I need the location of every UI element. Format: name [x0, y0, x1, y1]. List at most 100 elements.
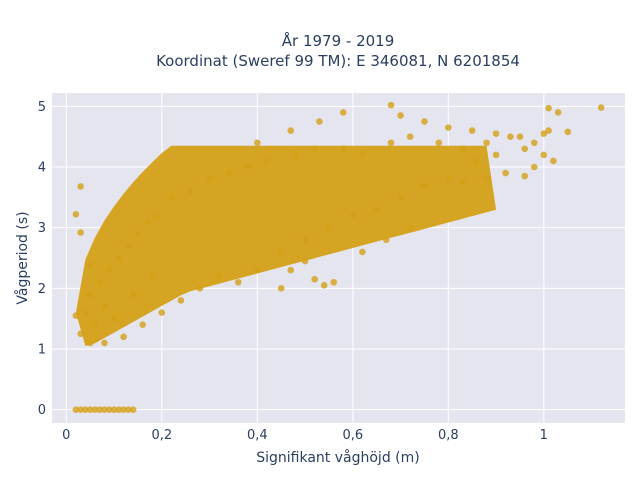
data-point [421, 118, 428, 125]
data-point [406, 133, 414, 140]
data-point [263, 157, 271, 165]
data-point [301, 257, 309, 265]
x-tick-label: 0 [62, 428, 70, 443]
data-point [459, 178, 466, 186]
data-point [86, 339, 94, 347]
data-point [359, 151, 366, 159]
data-point [101, 339, 108, 347]
data-point [292, 151, 299, 159]
data-point [115, 254, 123, 262]
x-tick-label: 0,8 [438, 428, 459, 443]
data-point [597, 104, 605, 111]
data-point [187, 187, 194, 195]
data-point [311, 275, 318, 283]
x-axis-title: Signifikant våghöjd (m) [256, 449, 419, 466]
data-point [382, 236, 390, 244]
data-point [530, 139, 538, 147]
data-point [397, 194, 404, 201]
data-point [339, 145, 347, 153]
data-point [521, 145, 529, 153]
data-point [540, 151, 548, 159]
data-point [492, 130, 500, 137]
data-point [473, 157, 481, 165]
data-point [316, 118, 323, 125]
x-tick-label: 1 [540, 428, 548, 443]
data-point [82, 309, 89, 316]
data-point [196, 285, 204, 292]
data-point [397, 112, 404, 119]
data-point [82, 406, 89, 413]
data-point [507, 133, 514, 140]
y-tick-label: 1 [38, 342, 46, 357]
data-point [406, 224, 414, 231]
tick-labels: 0 0,2 0,4 0,6 0,8 1 0 1 2 3 4 5 [38, 100, 548, 443]
data-point [287, 266, 295, 274]
data-points [72, 101, 605, 413]
data-point [158, 309, 166, 316]
data-point [301, 236, 309, 244]
data-point [91, 406, 99, 413]
data-point [215, 272, 223, 280]
x-tick-label: 0,4 [247, 428, 268, 443]
chart-title-line-2: Koordinat (Sweref 99 TM): E 346081, N 62… [156, 52, 520, 70]
data-point [144, 218, 151, 225]
data-point [468, 127, 476, 134]
data-point [110, 406, 118, 413]
data-point [206, 175, 213, 183]
y-tick-label: 3 [38, 221, 46, 236]
data-point [148, 272, 156, 280]
y-tick-label: 0 [38, 403, 46, 418]
data-point [125, 406, 132, 413]
data-point [254, 266, 261, 274]
data-point [72, 312, 80, 319]
data-point [359, 248, 366, 256]
data-point [77, 406, 84, 413]
data-point [134, 230, 142, 238]
data-point [177, 297, 185, 304]
data-point [101, 406, 108, 413]
data-point [349, 212, 357, 219]
data-point [339, 109, 347, 116]
data-point [86, 261, 94, 269]
data-point [168, 194, 175, 201]
data-point [101, 303, 108, 310]
data-point [86, 406, 94, 413]
data-point [387, 139, 395, 147]
data-point [120, 333, 127, 341]
data-point [545, 127, 552, 134]
data-point [540, 130, 548, 137]
data-point [153, 212, 161, 219]
y-tick-label: 4 [38, 161, 46, 176]
data-point [387, 101, 395, 109]
data-point [225, 169, 232, 177]
data-point [373, 206, 381, 213]
data-point [550, 157, 557, 165]
data-point [554, 109, 562, 116]
dense-point-cloud [75, 145, 497, 346]
data-point [106, 406, 113, 413]
data-point [459, 145, 466, 153]
data-point [445, 124, 452, 131]
data-point [277, 248, 285, 256]
data-point [77, 229, 84, 236]
data-point [106, 266, 113, 274]
data-point [129, 291, 137, 298]
x-tick-label: 0,2 [151, 428, 172, 443]
y-axis-title: Vågperiod (s) [14, 211, 31, 304]
data-point [521, 172, 529, 180]
data-point [483, 175, 490, 183]
data-point [492, 151, 500, 159]
data-point [86, 291, 94, 298]
data-point [72, 211, 80, 218]
data-point [311, 145, 318, 153]
data-point [244, 163, 252, 171]
data-point [77, 183, 84, 190]
data-point [435, 139, 443, 147]
data-point [129, 406, 137, 413]
data-point [115, 406, 123, 413]
data-point [125, 242, 132, 250]
data-point [325, 224, 333, 231]
x-tick-label: 0,6 [342, 428, 363, 443]
data-point [110, 315, 118, 322]
